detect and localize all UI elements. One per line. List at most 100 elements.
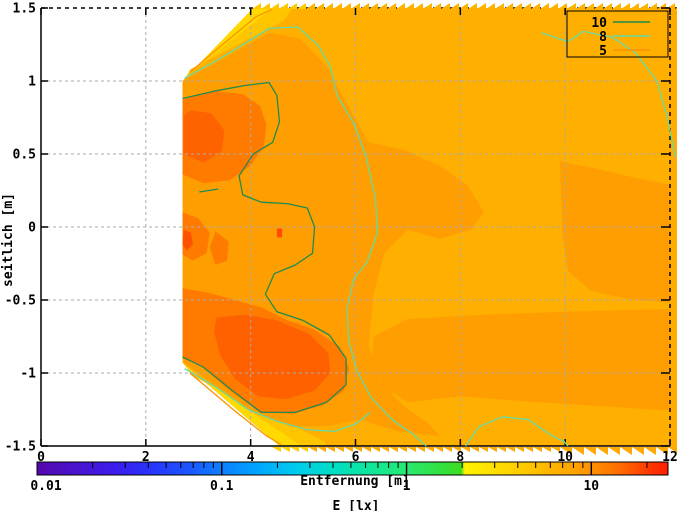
tooth-bottom (488, 447, 497, 452)
fill-region-hot-dot-20-lx (276, 228, 283, 238)
tooth-top (549, 3, 558, 9)
y-tick-label: 0 (28, 221, 36, 236)
tooth-bottom (281, 447, 290, 452)
tooth-top (306, 3, 315, 9)
tooth-bottom (452, 447, 461, 452)
tooth-top (558, 3, 567, 9)
tooth-top (315, 3, 324, 9)
contour-level-5 (189, 8, 272, 73)
tooth-top (252, 3, 261, 9)
fill-region-hot-mid-core-16-20-lx (182, 229, 193, 251)
tooth-bottom (533, 447, 542, 452)
tooth-bottom (656, 447, 668, 455)
contour-level-10 (199, 188, 219, 193)
tooth-bottom (644, 447, 656, 455)
y-tick-label: 1.5 (13, 2, 36, 17)
tooth-bottom (443, 447, 452, 452)
contour-level-8 (541, 30, 676, 158)
tooth-top (288, 3, 297, 9)
fill-region-hot-mid-spot-a-10-13-lx (182, 212, 210, 261)
x-tick-label: 0 (37, 450, 45, 465)
tooth-bottom (584, 447, 596, 455)
tooth-bottom (608, 447, 620, 455)
grid (41, 8, 670, 446)
legend-box (566, 10, 669, 58)
fill-region-hot-lower-core-13-16-lx (214, 314, 331, 400)
tooth-top (585, 3, 594, 9)
tooth-bottom (371, 447, 380, 452)
contour-level-8 (465, 416, 569, 447)
tooth-top (540, 3, 549, 9)
contour-lines (182, 8, 676, 447)
y-tick-label: 1 (28, 75, 36, 90)
tooth-top (639, 3, 648, 9)
tooth-bottom (398, 447, 407, 452)
tooth-top (603, 3, 612, 9)
legend-entry-label: 8 (599, 30, 607, 45)
tooth-bottom (470, 447, 479, 452)
tooth-bottom (344, 447, 353, 452)
tooth-top (270, 3, 279, 9)
fill-region-yellow-inner-bottom-3-5-lx (187, 368, 326, 446)
tooth-top (324, 3, 333, 9)
tooth-bottom (620, 447, 632, 455)
tooth-top (432, 3, 441, 9)
tooth-top (648, 3, 657, 9)
tooth-bottom (380, 447, 389, 452)
tooth-bottom (326, 447, 335, 452)
tooth-top (378, 3, 387, 9)
colorbar-tick-label: 0.1 (210, 479, 234, 494)
fill-region-bottom-band-8-10-lx (371, 308, 677, 411)
tooth-bottom (389, 447, 398, 452)
tooth-bottom (542, 447, 551, 452)
tooth-top (594, 3, 603, 9)
tooth-bottom (506, 447, 515, 452)
tooth-top (387, 3, 396, 9)
x-tick-labels: 0 2 4 6 8 10 12 (37, 450, 677, 465)
x-tick-label: 8 (456, 450, 464, 465)
colorbar: 0.01 0.1 1 10 (30, 461, 669, 494)
tooth-bottom (407, 447, 416, 452)
tooth-bottom (299, 447, 308, 452)
tooth-top (333, 3, 342, 9)
tooth-top (576, 3, 585, 9)
y-tick-label: -1.5 (5, 440, 36, 455)
tooth-bottom (515, 447, 524, 452)
tooth-top (531, 3, 540, 9)
tooth-top (441, 3, 450, 9)
contour-level-8 (184, 368, 371, 433)
tooth-bottom (497, 447, 506, 452)
tooth-bottom (434, 447, 443, 452)
tooth-bottom (479, 447, 488, 452)
tooth-bottom (668, 447, 677, 453)
colorbar-tick-label: 1 (403, 479, 411, 494)
tooth-top (612, 3, 621, 9)
y-tick-label: -1 (20, 367, 36, 382)
fill-region-hot-upper-core-13-16-lx (183, 110, 225, 163)
tooth-top (423, 3, 432, 9)
fill-region-hot-mid-spot-b-10-13-lx (209, 231, 229, 265)
tooth-bottom (524, 447, 533, 452)
tooth-top (297, 3, 306, 9)
tooth-bottom (362, 447, 371, 452)
tooth-top (468, 3, 477, 9)
tooth-top (369, 3, 378, 9)
tooth-bottom (290, 447, 299, 452)
x-tick-label: 10 (557, 450, 573, 465)
tooth-bottom (551, 447, 560, 452)
tooth-top (396, 3, 405, 9)
tooth-top (504, 3, 513, 9)
tooth-top (459, 3, 468, 9)
fill-regions (182, 8, 677, 447)
tooth-top (405, 3, 414, 9)
tooth-top (513, 3, 522, 9)
tooth-top (621, 3, 630, 9)
tooth-top (279, 3, 288, 9)
colorbar-tick-label: 10 (583, 479, 599, 494)
tooth-bottom (596, 447, 608, 455)
tooth-bottom (425, 447, 434, 452)
y-tick-labels: -1.5 -1 -0.5 0 0.5 1 1.5 (5, 2, 36, 455)
tooth-bottom (632, 447, 644, 455)
